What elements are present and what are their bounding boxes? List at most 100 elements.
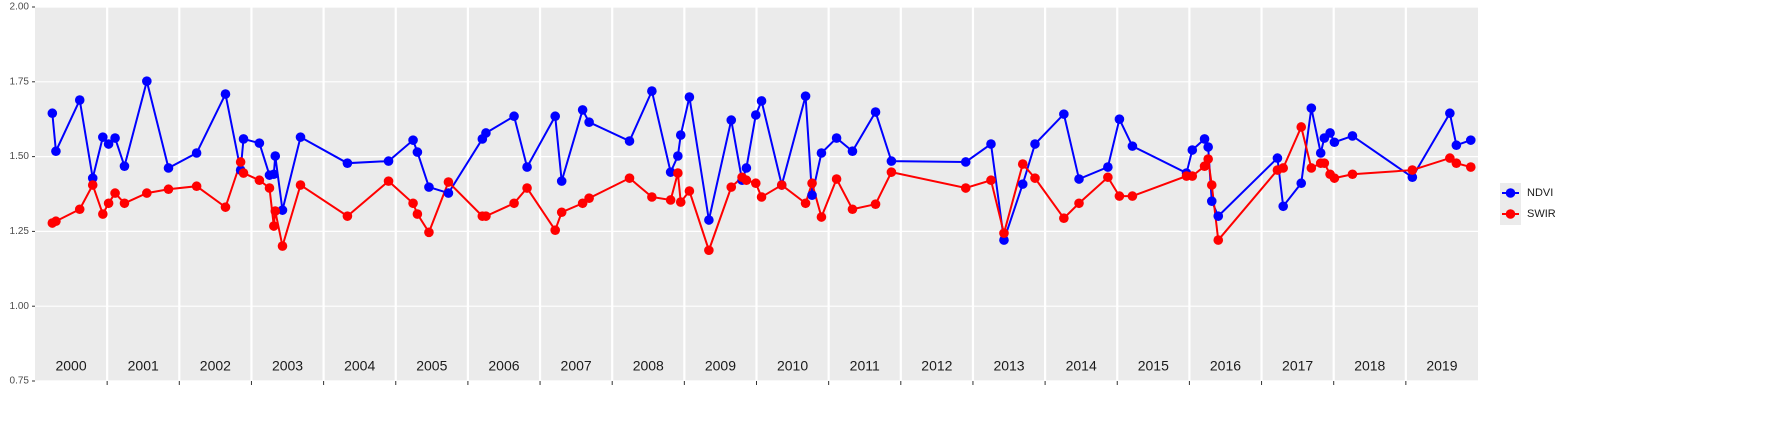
point bbox=[238, 134, 249, 144]
point bbox=[142, 188, 152, 198]
year-label: 2009 bbox=[705, 358, 736, 374]
point bbox=[960, 157, 971, 167]
point bbox=[1103, 162, 1113, 172]
point bbox=[443, 188, 454, 198]
point bbox=[270, 151, 281, 161]
point bbox=[1445, 108, 1455, 119]
point bbox=[816, 212, 827, 222]
point bbox=[277, 241, 288, 251]
point bbox=[408, 135, 418, 145]
point bbox=[870, 107, 881, 117]
legend-label: NDVI bbox=[1527, 187, 1553, 199]
point bbox=[870, 199, 881, 209]
point bbox=[412, 209, 423, 219]
point bbox=[509, 111, 519, 122]
year-label: 2006 bbox=[488, 358, 519, 374]
point bbox=[584, 193, 594, 203]
point bbox=[1074, 174, 1084, 184]
point bbox=[673, 168, 683, 178]
point bbox=[886, 156, 897, 166]
point bbox=[220, 202, 231, 212]
point bbox=[675, 197, 686, 207]
point bbox=[807, 190, 817, 200]
point bbox=[1187, 145, 1198, 155]
point bbox=[110, 188, 120, 198]
year-label: 2012 bbox=[921, 358, 952, 374]
point bbox=[509, 198, 519, 209]
point bbox=[163, 163, 174, 173]
point bbox=[684, 92, 695, 102]
point bbox=[624, 136, 635, 146]
year-label: 2010 bbox=[777, 358, 808, 374]
point bbox=[220, 89, 231, 99]
point bbox=[1329, 137, 1340, 148]
point bbox=[816, 148, 827, 158]
point bbox=[726, 115, 737, 125]
point bbox=[87, 173, 98, 183]
point bbox=[342, 158, 353, 168]
point bbox=[673, 151, 683, 161]
year-label: 2018 bbox=[1354, 358, 1385, 374]
point bbox=[847, 204, 858, 215]
point bbox=[556, 176, 567, 186]
point bbox=[756, 192, 767, 202]
point bbox=[481, 128, 491, 138]
point bbox=[550, 111, 561, 122]
y-tick-label: 1.50 bbox=[10, 151, 30, 162]
point bbox=[264, 183, 275, 193]
year-label: 2017 bbox=[1282, 358, 1313, 374]
y-tick-label: 2.00 bbox=[10, 2, 30, 13]
point bbox=[999, 228, 1009, 238]
point bbox=[1465, 162, 1476, 172]
point bbox=[270, 206, 281, 216]
point bbox=[408, 198, 418, 209]
year-label: 2003 bbox=[272, 358, 303, 374]
point bbox=[584, 117, 594, 127]
point bbox=[191, 181, 202, 192]
point bbox=[163, 184, 174, 195]
point bbox=[383, 156, 394, 166]
legend-label: SWIR bbox=[1527, 208, 1556, 220]
point bbox=[110, 133, 120, 143]
point bbox=[776, 180, 787, 190]
y-tick-label: 1.00 bbox=[10, 301, 30, 312]
point bbox=[577, 105, 588, 115]
point bbox=[741, 175, 752, 186]
point bbox=[847, 146, 858, 157]
point bbox=[1296, 122, 1307, 132]
point bbox=[684, 186, 695, 196]
point bbox=[1347, 131, 1358, 141]
point bbox=[481, 211, 491, 221]
year-label: 2013 bbox=[993, 358, 1024, 374]
point bbox=[1319, 158, 1330, 168]
point bbox=[269, 169, 279, 180]
legend-dot bbox=[1505, 209, 1516, 219]
point bbox=[87, 180, 98, 190]
y-tick-label: 0.75 bbox=[10, 376, 30, 387]
point bbox=[704, 215, 714, 225]
point bbox=[51, 146, 61, 157]
point bbox=[1199, 134, 1210, 144]
point bbox=[1199, 161, 1210, 171]
point bbox=[831, 174, 842, 184]
point bbox=[1278, 201, 1288, 212]
point bbox=[98, 209, 108, 219]
point bbox=[1213, 211, 1224, 221]
point bbox=[1074, 198, 1084, 209]
point bbox=[254, 175, 265, 186]
point bbox=[831, 133, 842, 143]
point bbox=[269, 221, 279, 231]
point bbox=[424, 227, 434, 238]
point bbox=[577, 198, 588, 209]
point bbox=[74, 95, 85, 105]
point bbox=[295, 180, 306, 190]
year-label: 2002 bbox=[200, 358, 231, 374]
point bbox=[741, 163, 752, 173]
point bbox=[1306, 103, 1317, 113]
y-tick-label: 1.25 bbox=[10, 226, 30, 237]
point bbox=[1347, 169, 1358, 180]
point bbox=[98, 132, 108, 142]
point bbox=[342, 211, 353, 221]
point bbox=[1206, 196, 1217, 206]
